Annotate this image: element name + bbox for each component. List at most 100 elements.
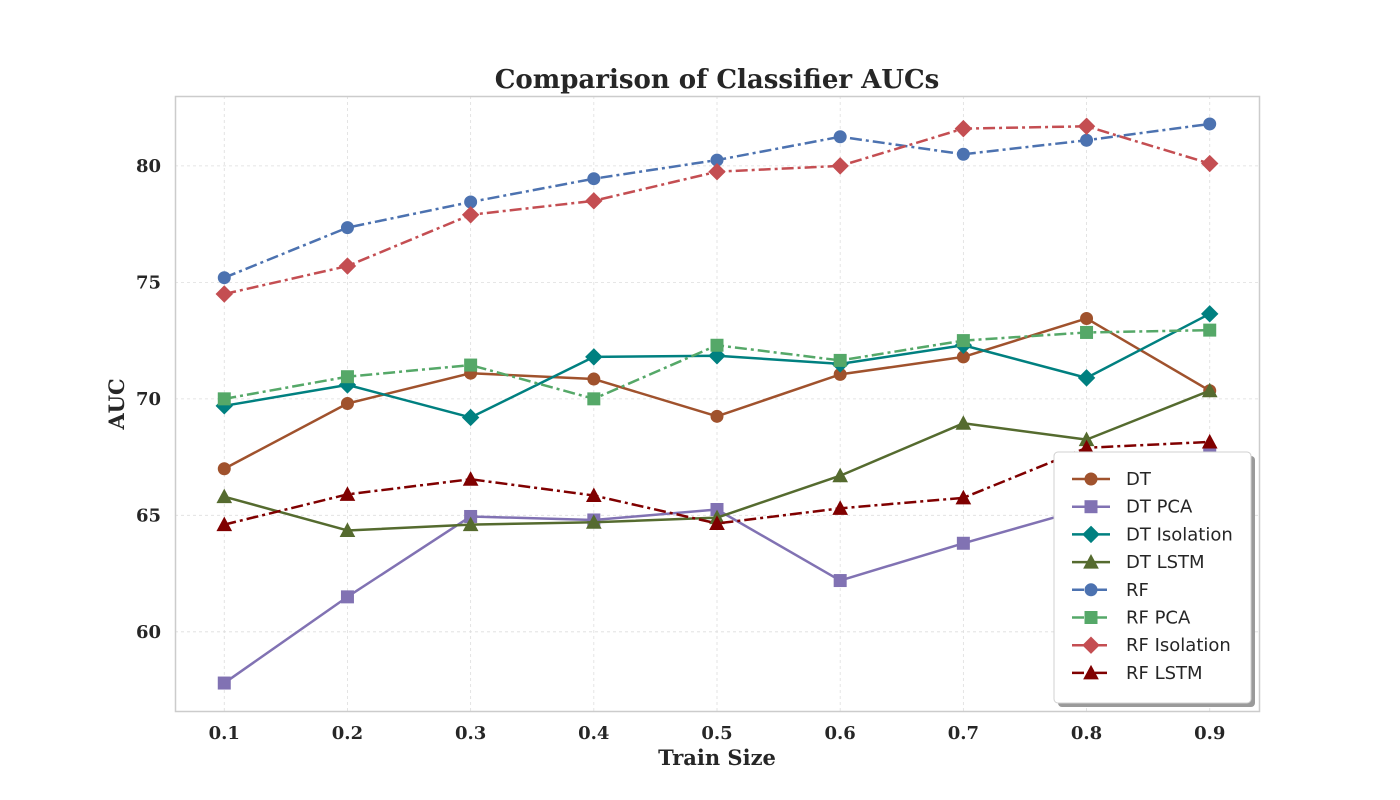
y-tick-label: 65 <box>136 505 161 526</box>
x-tick-label: 0.6 <box>825 723 856 744</box>
series-lines <box>215 117 1219 690</box>
legend-item-dt-lstm: DT LSTM <box>1072 552 1205 573</box>
data-point-dt <box>217 462 231 476</box>
data-point-rf-pca <box>340 370 354 384</box>
legend-label: RF PCA <box>1126 608 1191 629</box>
legend-marker <box>1083 664 1099 680</box>
legend-item-dt: DT <box>1072 469 1152 490</box>
x-tick-label: 0.4 <box>578 723 609 744</box>
data-point-dt-lstm <box>832 467 849 483</box>
legend-marker <box>1084 472 1098 486</box>
series-rf-isolation <box>215 117 1219 303</box>
data-point-rf <box>217 271 231 285</box>
legend-item-dt-pca: DT PCA <box>1072 497 1193 518</box>
legend-marker <box>1083 554 1099 569</box>
data-point-rf <box>340 221 354 235</box>
x-tick-labels: 0.1 0.2 0.3 0.4 0.5 0.6 0.7 0.8 0.9 <box>209 723 1226 744</box>
y-tick-label: 80 <box>136 156 161 177</box>
data-point-rf-isolation <box>461 206 480 224</box>
plot-area-frame <box>174 95 1261 713</box>
data-point-dt-pca <box>833 574 847 588</box>
data-point-rf-lstm <box>339 486 356 501</box>
data-point-rf <box>1080 133 1094 147</box>
data-point-rf-lstm <box>1201 433 1218 449</box>
data-point-dt-pca <box>217 676 231 690</box>
data-point-rf-lstm <box>216 516 233 532</box>
data-point-dt-pca <box>340 590 354 604</box>
data-point-dt-lstm <box>1201 382 1218 398</box>
data-point-rf-pca <box>217 392 231 406</box>
legend-item-rf: RF <box>1072 580 1149 601</box>
legend-label: DT PCA <box>1126 497 1193 518</box>
data-point-dt-lstm <box>462 516 479 532</box>
data-point-dt-lstm <box>216 488 233 504</box>
data-point-rf-pca <box>956 334 970 348</box>
data-point-rf-lstm <box>832 500 849 515</box>
series-rf-lstm <box>216 433 1218 532</box>
legend-box <box>1053 451 1252 704</box>
legend-label: DT Isolation <box>1126 524 1233 545</box>
x-tick-label: 0.7 <box>948 723 979 744</box>
data-point-rf-pca <box>710 338 724 352</box>
data-point-dt-isolation <box>1201 305 1219 323</box>
legend-item-rf-pca: RF PCA <box>1072 608 1191 629</box>
data-point-rf-isolation <box>831 157 849 175</box>
data-point-rf-isolation <box>954 119 973 138</box>
data-point-rf-isolation <box>585 192 603 210</box>
legend-item-rf-lstm: RF LSTM <box>1072 663 1203 684</box>
data-point-rf-lstm <box>955 489 972 505</box>
data-point-dt-pca <box>956 536 970 550</box>
x-tick-label: 0.5 <box>701 723 732 744</box>
x-tick-label: 0.2 <box>332 723 363 744</box>
legend-item-dt-isolation: DT Isolation <box>1072 524 1233 545</box>
data-point-rf <box>1203 117 1217 131</box>
data-point-rf <box>587 172 601 186</box>
series-rf <box>217 117 1217 285</box>
data-point-rf-pca <box>587 392 601 406</box>
legend: DT DT PCA DT Isolation DT LSTM RF RF PCA RF Is… <box>1053 451 1255 707</box>
legend-marker <box>1082 636 1100 654</box>
data-point-dt-lstm <box>339 522 356 537</box>
legend-marker <box>1082 525 1100 544</box>
legend-marker <box>1084 583 1098 597</box>
data-point-dt-isolation <box>585 348 603 366</box>
data-point-dt-lstm <box>955 415 972 430</box>
data-point-rf-isolation <box>338 257 357 275</box>
data-point-rf-lstm <box>709 515 725 530</box>
data-point-rf-lstm <box>585 487 602 503</box>
legend-label: DT LSTM <box>1126 552 1205 573</box>
y-axis-label: AUC <box>104 378 129 430</box>
data-point-rf <box>956 147 970 161</box>
y-tick-labels: 60 65 70 75 80 <box>136 156 161 643</box>
data-point-rf-pca <box>1203 323 1217 337</box>
x-axis-label: Train Size <box>658 745 776 770</box>
legend-marker <box>1084 500 1098 514</box>
data-point-dt <box>587 372 601 386</box>
legend-label: RF Isolation <box>1126 635 1231 656</box>
chart-title: Comparison of Classifier AUCs <box>495 65 940 95</box>
data-point-rf-isolation <box>708 163 726 181</box>
data-point-rf-pca <box>464 358 478 372</box>
data-point-dt <box>710 409 724 423</box>
series-line-dt-isolation <box>224 312 1211 419</box>
data-point-rf-isolation <box>215 285 233 303</box>
data-point-dt-isolation <box>1077 369 1096 387</box>
legend-label: RF LSTM <box>1126 663 1203 684</box>
data-point-rf-pca <box>833 353 847 367</box>
data-point-dt <box>340 397 354 410</box>
x-tick-label: 0.9 <box>1194 723 1225 744</box>
legend-marker <box>1084 611 1098 624</box>
data-point-dt <box>1080 311 1094 325</box>
y-tick-label: 70 <box>136 389 161 410</box>
data-point-rf-lstm <box>462 471 479 486</box>
x-tick-label: 0.3 <box>455 723 486 744</box>
series-rf-pca <box>217 323 1217 406</box>
data-point-dt-lstm <box>585 514 602 529</box>
x-tick-label: 0.8 <box>1071 723 1102 744</box>
data-point-rf-isolation <box>1201 154 1219 173</box>
data-point-dt-isolation <box>461 408 480 427</box>
legend-item-rf-isolation: RF Isolation <box>1072 635 1231 656</box>
data-point-rf-pca <box>1080 325 1094 339</box>
legend-label: DT <box>1126 469 1152 490</box>
